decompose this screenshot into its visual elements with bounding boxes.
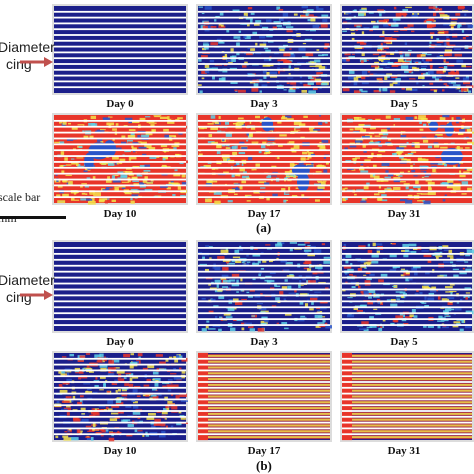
arrow-icon-b — [20, 290, 53, 300]
panel-label-a-day10: Day 10 — [103, 208, 137, 220]
panel-label-b-day5: Day 5 — [390, 336, 418, 348]
heatmap-a-day3 — [196, 4, 332, 95]
diameter-label-b-line1: Diameter — [0, 272, 55, 288]
arrow-icon — [20, 57, 53, 67]
heatmap-b-day31 — [340, 351, 474, 442]
scale-bar — [0, 216, 66, 219]
heatmap-a-day31 — [340, 113, 474, 205]
panel-label-b-day31: Day 31 — [387, 445, 421, 457]
section-label-b: (b) — [256, 458, 272, 473]
diameter-label-b-line2: cing — [6, 289, 32, 305]
panel-label-b-day17: Day 17 — [247, 445, 281, 457]
panel-label-a-day0: Day 0 — [106, 98, 134, 110]
heatmap-b-day10 — [52, 351, 188, 442]
heatmap-a-day10 — [52, 113, 188, 205]
panel-label-b-day3: Day 3 — [250, 336, 278, 348]
panel-label-b-day0: Day 0 — [106, 336, 134, 348]
heatmap-b-day3 — [196, 240, 332, 333]
scale-bar-label: scale bar mm — [0, 190, 40, 226]
diameter-label-line2: cing — [6, 56, 32, 72]
diameter-label-b: Diameter cing — [0, 272, 55, 306]
panel-label-a-day3: Day 3 — [250, 98, 278, 110]
heatmap-a-day5 — [340, 4, 474, 95]
panel-label-b-day10: Day 10 — [103, 445, 137, 457]
scale-bar-line1: scale bar — [0, 190, 41, 204]
section-label-a: (a) — [256, 220, 272, 235]
diameter-label-line1: Diameter — [0, 39, 55, 55]
heatmap-b-day5 — [340, 240, 474, 333]
heatmap-b-day0 — [52, 240, 188, 333]
heatmap-a-day17 — [196, 113, 332, 205]
panel-label-a-day31: Day 31 — [387, 208, 421, 220]
heatmap-a-day0 — [52, 4, 188, 95]
panel-label-a-day5: Day 5 — [390, 98, 418, 110]
diameter-label-a: Diameter cing — [0, 39, 55, 73]
heatmap-b-day17 — [196, 351, 332, 442]
panel-label-a-day17: Day 17 — [247, 208, 281, 220]
